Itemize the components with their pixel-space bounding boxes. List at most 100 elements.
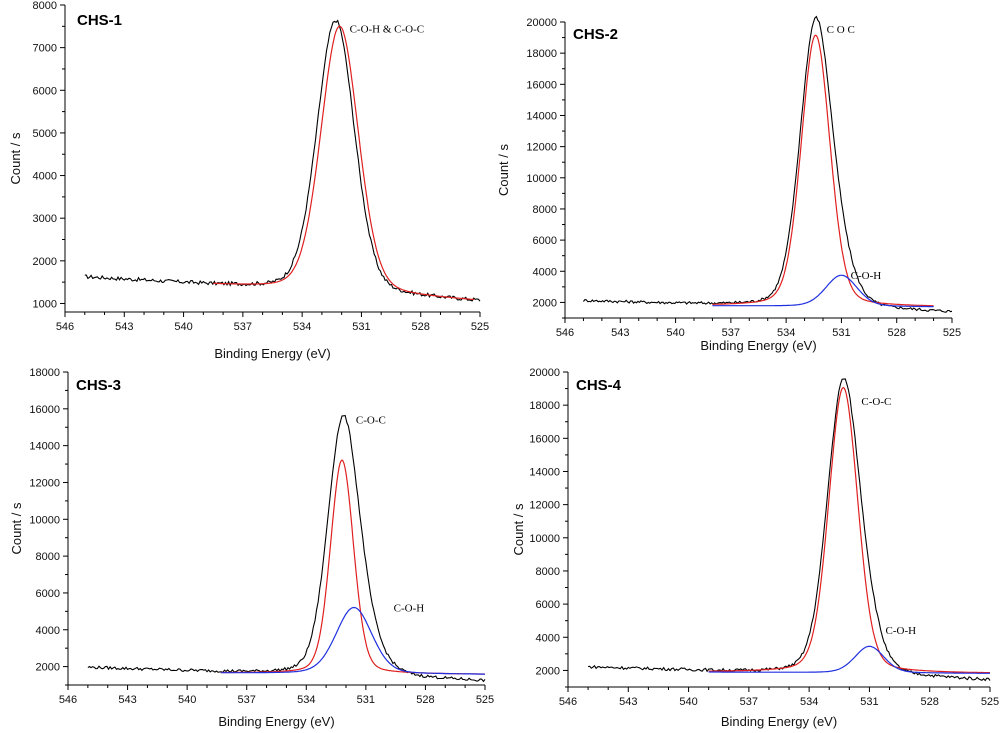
- y-tick-label: 8000: [533, 204, 557, 216]
- y-tick-label: 4000: [533, 266, 557, 278]
- peak-annotation: C-O-H: [394, 602, 425, 614]
- y-tick-label: 6000: [536, 599, 560, 611]
- y-tick-label: 12000: [526, 142, 557, 154]
- peak-annotation: C-O-H & C-O-C: [350, 24, 425, 36]
- y-tick-label: 6000: [33, 85, 57, 97]
- x-tick-label: 525: [471, 321, 489, 333]
- chart-panel-chs-1: 546 543 540 537 534 531 528 525 1000 2000 3000 4000…: [8, 0, 489, 361]
- x-tick-label: 540: [666, 327, 684, 339]
- y-tick-label: 2000: [533, 297, 557, 309]
- x-tick-label: 531: [357, 694, 375, 706]
- x-tick-label: 540: [679, 696, 697, 708]
- x-tick-label: 546: [556, 327, 574, 339]
- y-tick-label: 14000: [529, 466, 560, 478]
- x-tick-label: 534: [297, 694, 315, 706]
- y-tick-label: 18000: [526, 48, 557, 60]
- chart-panel-chs-2: 546 543 540 537 534 531 528 525 2000 4000 6000 8000…: [496, 15, 961, 353]
- x-tick-label: 534: [800, 696, 818, 708]
- y-axis-title: Count / s: [9, 502, 24, 555]
- y-tick-label: 2000: [536, 665, 560, 677]
- x-tick-label: 528: [888, 327, 906, 339]
- y-tick-label: 10000: [29, 514, 60, 526]
- y-tick-label: 20000: [526, 17, 557, 29]
- y-axis-title: Count / s: [8, 132, 23, 185]
- panel-title: CHS-1: [77, 12, 122, 29]
- peak-annotation: C-O-H: [886, 625, 917, 637]
- x-tick-label: 537: [238, 694, 256, 706]
- peak-annotation: C-O-H: [851, 270, 882, 282]
- y-tick-label: 8000: [536, 566, 560, 578]
- y-tick-label: 14000: [526, 110, 557, 122]
- x-tick-label: 534: [293, 321, 311, 333]
- x-tick-label: 531: [352, 321, 370, 333]
- measured-spectrum-line: [87, 414, 486, 683]
- y-tick-label: 2000: [36, 662, 60, 674]
- chart-panel-chs-4: 546 543 540 537 534 531 528 525 2000 4000 6000 8000…: [511, 367, 999, 729]
- x-tick-label: 531: [832, 327, 850, 339]
- x-tick-label: 540: [178, 694, 196, 706]
- y-tick-label: 16000: [29, 404, 60, 416]
- y-tick-label: 20000: [529, 367, 560, 379]
- y-tick-label: 16000: [529, 433, 560, 445]
- y-tick-label: 7000: [33, 43, 57, 55]
- y-axis-title: Count / s: [511, 503, 526, 556]
- chart-panel-chs-3: 546 543 540 537 534 531 528 525 2000 4000 6000 8000…: [9, 367, 494, 729]
- x-tick-label: 546: [59, 694, 77, 706]
- peak-annotation: C-O-C: [356, 415, 386, 427]
- x-tick-label: 528: [412, 321, 430, 333]
- panel-title: CHS-2: [573, 26, 618, 43]
- measured-spectrum-line: [84, 19, 481, 302]
- panel-title: CHS-4: [576, 377, 622, 394]
- x-tick-label: 525: [981, 696, 999, 708]
- y-tick-label: 4000: [36, 625, 60, 637]
- x-axis-title: Binding Energy (eV): [700, 338, 816, 353]
- y-tick-label: 12000: [29, 477, 60, 489]
- y-tick-label: 18000: [529, 400, 560, 412]
- y-tick-label: 8000: [36, 551, 60, 563]
- y-tick-label: 1000: [33, 298, 57, 310]
- x-tick-label: 531: [860, 696, 878, 708]
- peak-annotation: C-O-C: [861, 396, 891, 408]
- fit-line-c-o-c: [708, 386, 991, 674]
- x-tick-label: 546: [559, 696, 577, 708]
- y-tick-label: 6000: [533, 235, 557, 247]
- y-tick-label: 6000: [36, 588, 60, 600]
- fit-line-c-o-h-c-o-c: [213, 25, 475, 301]
- peak-annotation: C O C: [827, 24, 855, 36]
- y-tick-label: 10000: [526, 173, 557, 185]
- fit-line-c-o-h: [712, 274, 934, 308]
- x-axis-title: Binding Energy (eV): [214, 346, 330, 361]
- x-tick-label: 528: [416, 694, 434, 706]
- fit-line-c-o-c: [712, 34, 934, 307]
- x-tick-label: 537: [722, 327, 740, 339]
- x-tick-label: 537: [740, 696, 758, 708]
- x-tick-label: 543: [115, 321, 133, 333]
- x-tick-label: 543: [619, 696, 637, 708]
- x-tick-label: 534: [777, 327, 795, 339]
- y-tick-label: 18000: [29, 367, 60, 379]
- y-tick-label: 10000: [529, 533, 560, 545]
- y-tick-label: 4000: [33, 171, 57, 183]
- panel-title: CHS-3: [76, 377, 121, 394]
- x-tick-label: 540: [174, 321, 192, 333]
- measured-spectrum-line: [582, 15, 953, 313]
- x-axis-title: Binding Energy (eV): [218, 714, 334, 729]
- x-axis-title: Binding Energy (eV): [721, 714, 837, 729]
- y-tick-label: 5000: [33, 128, 57, 140]
- y-tick-label: 3000: [33, 213, 57, 225]
- x-tick-label: 537: [234, 321, 252, 333]
- measured-spectrum-line: [588, 378, 991, 682]
- y-tick-label: 14000: [29, 441, 60, 453]
- fit-line-c-o-c: [220, 459, 486, 675]
- fit-line-c-o-h: [220, 606, 485, 675]
- x-tick-label: 543: [118, 694, 136, 706]
- y-tick-label: 16000: [526, 79, 557, 91]
- y-axis-title: Count / s: [496, 143, 511, 196]
- y-tick-label: 2000: [33, 256, 57, 268]
- y-tick-label: 12000: [529, 500, 560, 512]
- x-tick-label: 525: [943, 327, 961, 339]
- x-tick-label: 528: [921, 696, 939, 708]
- x-tick-label: 546: [56, 321, 74, 333]
- x-tick-label: 525: [476, 694, 494, 706]
